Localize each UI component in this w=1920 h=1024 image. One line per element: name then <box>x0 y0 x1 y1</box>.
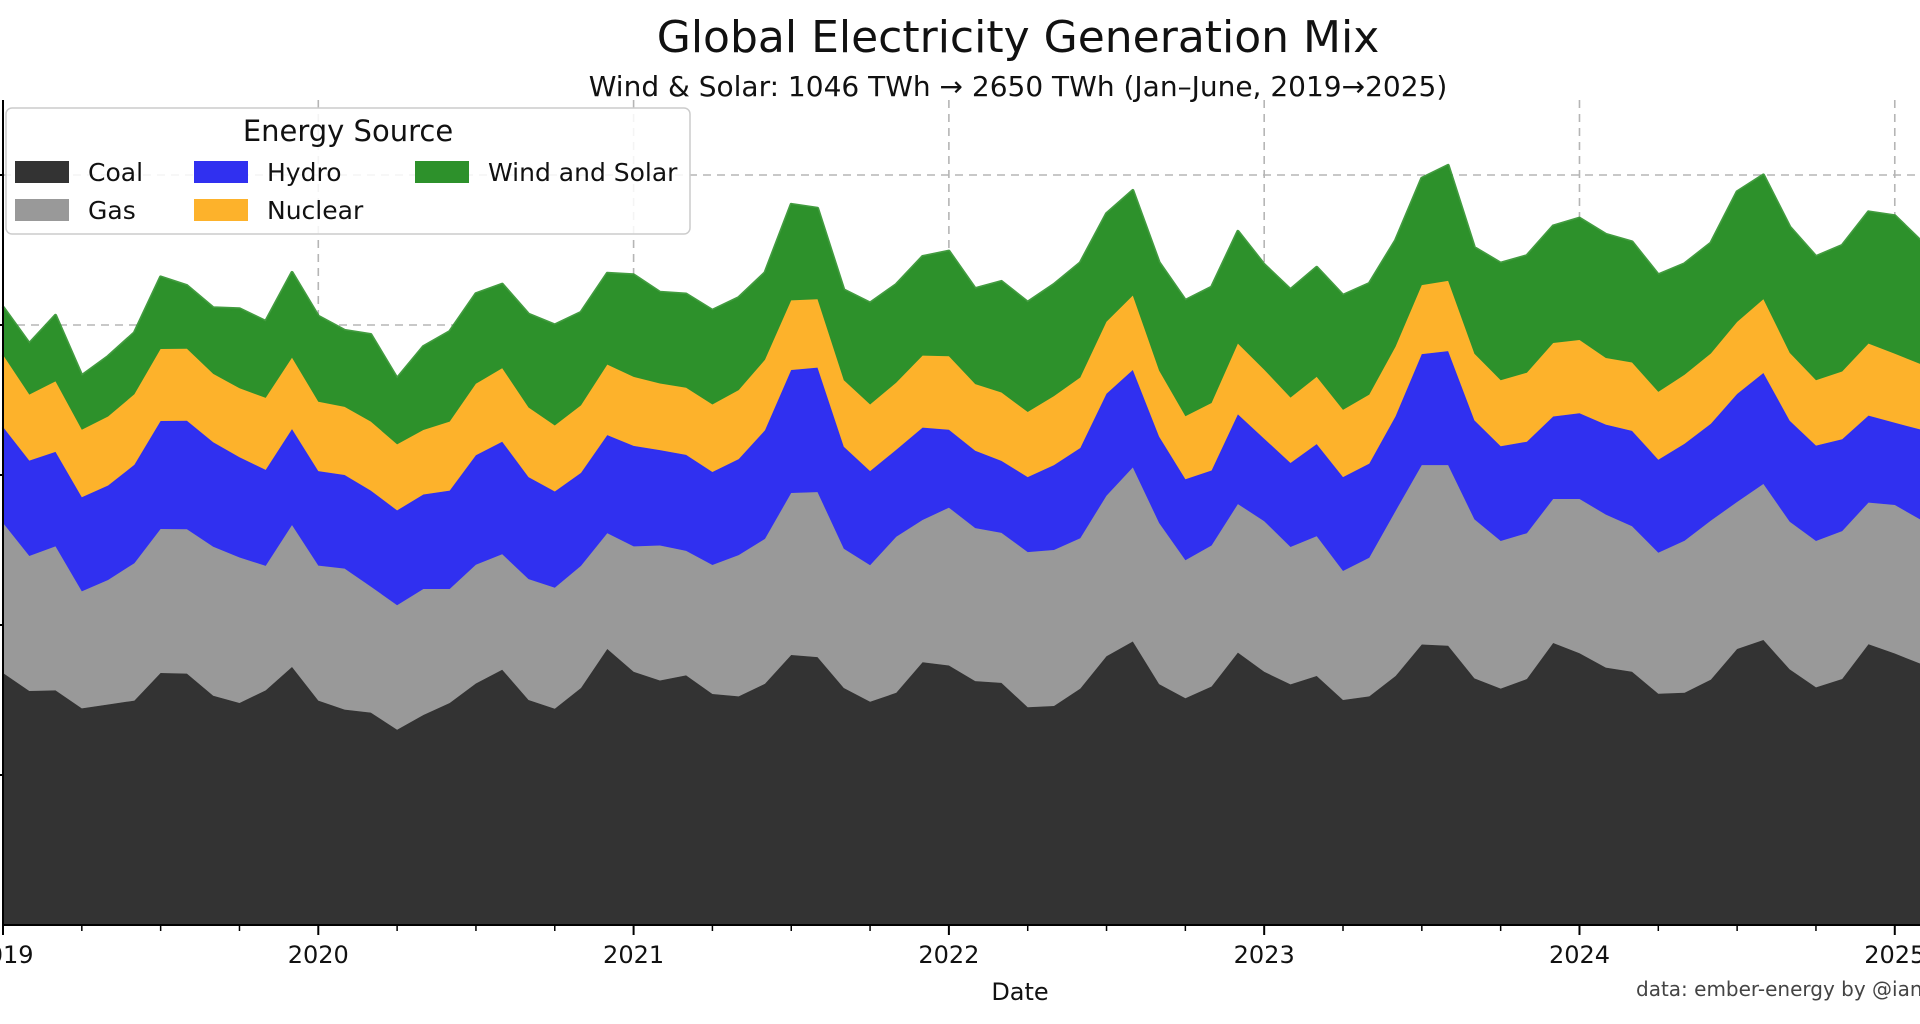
legend-label-coal: Coal <box>88 158 143 187</box>
legend-title: Energy Source <box>243 114 453 148</box>
line-wind-and-solar <box>1 163 1920 380</box>
x-tick-label: 2025 <box>1864 941 1920 969</box>
axes: 2019 2020 2021 2022 2023 2024 2025 <box>0 100 1920 969</box>
chart-title: Global Electricity Generation Mix <box>657 12 1380 63</box>
legend-frame <box>5 107 691 235</box>
legend-label-nuclear: Nuclear <box>267 196 364 225</box>
legend-swatch-wind-and-solar <box>415 161 469 183</box>
legend-swatch-nuclear <box>194 199 248 221</box>
chart-subtitle: Wind & Solar: 1046 TWh → 2650 TWh (Jan–J… <box>589 70 1448 103</box>
area-nuclear <box>3 280 1920 511</box>
x-tick-label: 2024 <box>1549 941 1610 969</box>
area-coal <box>3 640 1920 925</box>
area-hydro <box>3 351 1920 606</box>
legend-swatch-hydro <box>194 161 248 183</box>
line-nuclear <box>1 279 1920 446</box>
x-tick-label: 2020 <box>288 941 349 969</box>
legend-swatch-coal <box>15 161 69 183</box>
x-axis-label: Date <box>991 978 1048 1006</box>
stacked-areas <box>1 163 1920 925</box>
legend-swatch-gas <box>15 199 69 221</box>
legend: Energy Source Coal Gas Hydro Nuclear Wind an… <box>5 107 691 235</box>
x-tick-label: 2023 <box>1234 941 1295 969</box>
line-coal <box>2 638 1920 732</box>
x-tick-label: 2021 <box>603 941 664 969</box>
source-note: data: ember-energy by @ian <box>1636 977 1920 1001</box>
legend-label-gas: Gas <box>88 196 136 225</box>
legend-label-wind-and-solar: Wind and Solar <box>488 158 678 187</box>
x-tick-label: 2022 <box>918 941 979 969</box>
legend-label-hydro: Hydro <box>267 158 342 187</box>
x-tick-label: 2019 <box>0 941 34 969</box>
area-wind-and-solar <box>3 165 1920 445</box>
line-gas <box>1 463 1920 607</box>
area-gas <box>3 465 1920 730</box>
